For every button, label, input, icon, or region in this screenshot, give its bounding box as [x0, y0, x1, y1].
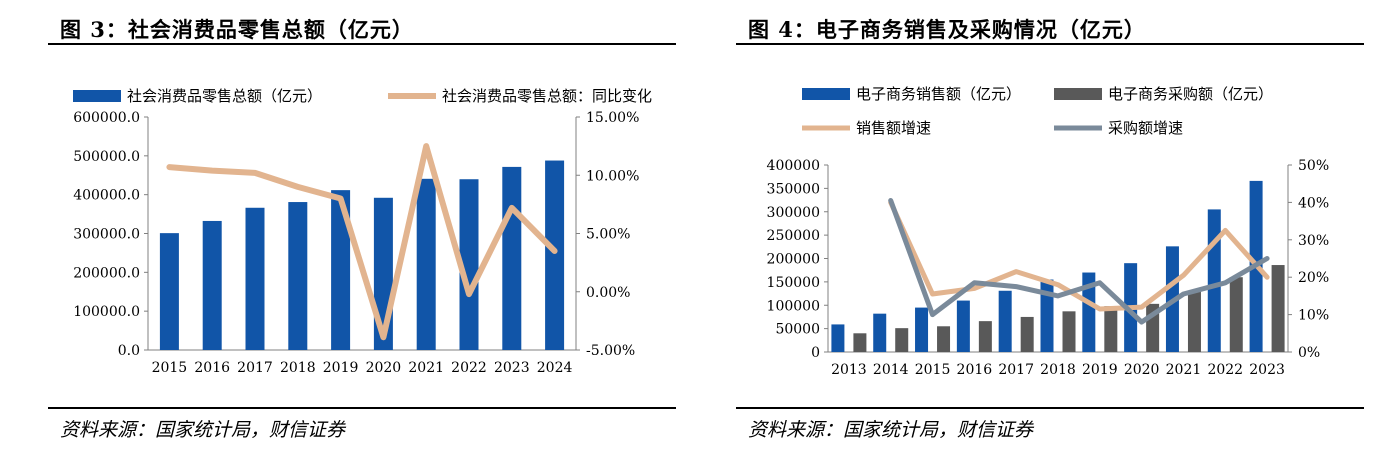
- legend-label: 电子商务采购额（亿元）: [1108, 85, 1273, 103]
- bar-secondary: [1020, 316, 1034, 352]
- bar-secondary: [1104, 306, 1118, 352]
- series-line: [166, 143, 558, 341]
- series-line: [888, 198, 1270, 325]
- source-rule: [736, 407, 1364, 409]
- title-rule: [48, 43, 676, 45]
- y-left-tick-label: 500000.0: [73, 149, 140, 165]
- y-right-tick-label: 30%: [1298, 233, 1329, 249]
- y-left-tick-label: 0: [811, 345, 820, 361]
- x-tick-label: 2024: [537, 360, 573, 376]
- bar-secondary: [1062, 311, 1076, 352]
- bar-primary: [502, 166, 522, 350]
- x-tick-label: 2019: [323, 360, 359, 376]
- y-left-tick-label: 400000: [767, 158, 820, 174]
- bar-primary: [1207, 209, 1221, 352]
- y-left-tick-label: 150000: [767, 275, 820, 291]
- y-left-tick-label: 0.0: [118, 343, 140, 359]
- legend-label: 社会消费品零售总额（亿元）: [127, 87, 322, 105]
- y-right-tick-label: 0%: [1298, 345, 1320, 361]
- x-tick-label: 2022: [1207, 362, 1243, 378]
- y-right-tick-label: 5.00%: [586, 227, 630, 243]
- x-tick-label: 2016: [194, 360, 230, 376]
- bar-primary: [159, 233, 179, 350]
- x-tick-label: 2022: [451, 360, 487, 376]
- bar-secondary: [1271, 265, 1285, 352]
- bar-primary: [202, 220, 222, 350]
- x-tick-label: 2021: [408, 360, 444, 376]
- bar-primary: [459, 179, 479, 350]
- y-right-tick-label: 20%: [1298, 270, 1329, 286]
- bar-primary: [873, 313, 887, 352]
- y-left-tick-label: 200000.0: [73, 265, 140, 281]
- bar-primary: [1040, 279, 1054, 352]
- x-tick-label: 2018: [1040, 362, 1076, 378]
- bar-primary: [831, 324, 845, 352]
- bar-primary: [416, 178, 436, 350]
- bar-primary: [1082, 272, 1096, 352]
- y-right-tick-label: 40%: [1298, 195, 1329, 211]
- legend-label: 社会消费品零售总额：同比变化: [442, 87, 652, 105]
- x-tick-label: 2016: [957, 362, 993, 378]
- source-note: 资料来源：国家统计局，财信证券: [60, 419, 346, 441]
- legend-swatch: [802, 88, 850, 100]
- x-tick-label: 2020: [1124, 362, 1160, 378]
- bar-secondary: [978, 321, 992, 352]
- bar-primary: [998, 290, 1012, 352]
- figure-title: 图 4：电子商务销售及采购情况（亿元）: [748, 17, 1146, 42]
- y-left-tick-label: 250000: [767, 228, 820, 244]
- y-left-tick-label: 400000.0: [73, 188, 140, 204]
- y-left-tick-label: 300000.0: [73, 227, 140, 243]
- x-tick-label: 2017: [237, 360, 273, 376]
- x-tick-label: 2015: [152, 360, 188, 376]
- x-tick-label: 2015: [915, 362, 951, 378]
- y-left-tick-label: 100000: [767, 298, 820, 314]
- x-tick-label: 2014: [873, 362, 909, 378]
- chart-ecommerce: 0 50000 100000 150000 200000 250000 300000 3500…: [767, 85, 1330, 378]
- bar-primary: [245, 207, 265, 350]
- y-left-tick-label: 600000.0: [73, 110, 140, 126]
- bar-secondary: [937, 326, 951, 352]
- legend-swatch: [1054, 88, 1102, 100]
- legend-label: 电子商务销售额（亿元）: [856, 85, 1021, 103]
- y-right-tick-label: 10.00%: [586, 168, 639, 184]
- bar-primary: [331, 190, 351, 350]
- bar-secondary: [895, 328, 909, 352]
- y-left-tick-label: 100000.0: [73, 304, 140, 320]
- y-left-tick-label: 350000: [767, 181, 820, 197]
- x-tick-label: 2013: [831, 362, 867, 378]
- title-rule: [736, 43, 1364, 45]
- bar-secondary: [1187, 291, 1201, 352]
- y-left-tick-label: 300000: [767, 205, 820, 221]
- x-tick-label: 2020: [366, 360, 402, 376]
- bar-secondary: [1229, 277, 1243, 352]
- x-tick-label: 2023: [494, 360, 530, 376]
- x-tick-label: 2023: [1249, 362, 1285, 378]
- figure-3-panel: 图 3：社会消费品零售总额（亿元） 0.0 100000.0 200000.0 300…: [48, 0, 688, 467]
- x-tick-label: 2018: [280, 360, 316, 376]
- figure-4-panel: 图 4：电子商务销售及采购情况（亿元） 0 50000 100000 150000 20…: [736, 0, 1376, 467]
- legend-swatch: [73, 90, 121, 102]
- y-left-tick-label: 50000: [775, 322, 820, 338]
- y-left-tick-label: 200000: [767, 252, 820, 268]
- x-tick-label: 2019: [1082, 362, 1118, 378]
- legend-label: 采购额增速: [1108, 119, 1183, 137]
- y-right-tick-label: 50%: [1298, 158, 1329, 174]
- bar-primary: [288, 202, 308, 350]
- legend-label: 销售额增速: [856, 119, 931, 137]
- source-note: 资料来源：国家统计局，财信证券: [748, 419, 1034, 441]
- bar-primary: [545, 160, 565, 350]
- x-tick-label: 2021: [1166, 362, 1202, 378]
- figure-title: 图 3：社会消费品零售总额（亿元）: [60, 17, 414, 42]
- y-right-tick-label: 15.00%: [586, 110, 639, 126]
- x-tick-label: 2017: [998, 362, 1034, 378]
- bar-primary: [915, 307, 929, 352]
- y-right-tick-label: -5.00%: [586, 343, 635, 359]
- bar-secondary: [853, 333, 867, 352]
- bar-primary: [956, 300, 970, 352]
- y-right-tick-label: 0.00%: [586, 285, 630, 301]
- chart-retail-sales: 0.0 100000.0 200000.0 300000.0 400000.0 50000…: [73, 87, 652, 376]
- source-rule: [48, 407, 676, 409]
- series-line: [888, 199, 1270, 312]
- y-right-tick-label: 10%: [1298, 308, 1329, 324]
